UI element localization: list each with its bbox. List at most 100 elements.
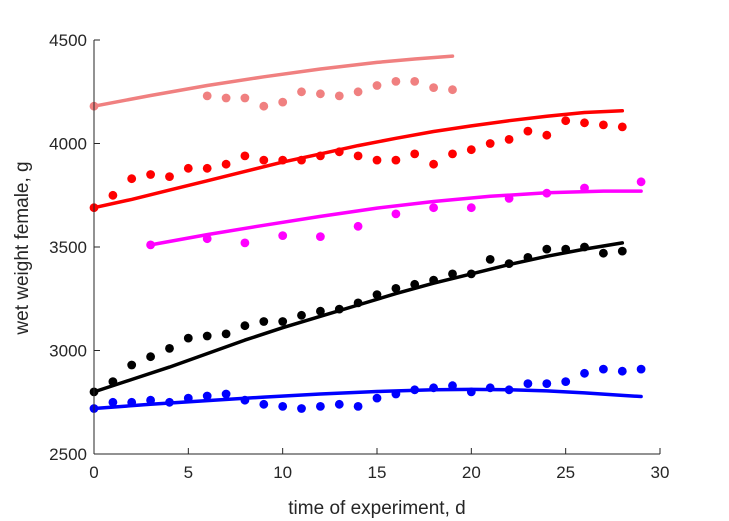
- data-point: [146, 352, 156, 362]
- data-point: [316, 306, 325, 316]
- data-point: [485, 383, 495, 393]
- y-tick-label: 3000: [49, 342, 87, 361]
- fit-line: [92, 54, 455, 108]
- data-point: [316, 89, 325, 99]
- data-point: [523, 379, 533, 388]
- data-point: [202, 163, 212, 173]
- data-point: [146, 395, 156, 405]
- data-point: [278, 231, 288, 241]
- data-point: [448, 381, 457, 391]
- data-point: [297, 155, 306, 165]
- plot-area: [89, 54, 646, 413]
- data-point: [259, 101, 269, 111]
- data-point: [617, 366, 627, 376]
- data-point: [202, 91, 212, 101]
- data-point: [429, 383, 438, 393]
- data-point: [580, 118, 589, 128]
- data-point: [259, 317, 269, 326]
- data-point: [221, 329, 231, 339]
- data-point: [316, 151, 325, 161]
- data-point: [183, 333, 193, 343]
- data-point: [221, 389, 231, 399]
- data-point: [466, 145, 476, 155]
- data-point: [391, 209, 401, 219]
- data-point: [127, 397, 137, 407]
- data-point: [429, 203, 438, 213]
- data-point: [259, 155, 269, 165]
- data-point: [410, 385, 420, 395]
- data-point: [504, 194, 514, 203]
- data-point: [353, 402, 363, 411]
- fit-line: [148, 189, 643, 247]
- data-point: [410, 77, 420, 86]
- data-point: [278, 317, 288, 326]
- data-point: [240, 151, 250, 161]
- data-point: [353, 298, 363, 308]
- data-point: [580, 368, 589, 378]
- fit-line: [92, 241, 625, 394]
- y-axis-label: wet weight female, g: [12, 161, 33, 335]
- x-axis-label: time of experiment, d: [288, 498, 465, 519]
- series-2: [146, 177, 646, 250]
- y-tick-label: 3500: [49, 238, 87, 257]
- data-point: [542, 188, 552, 198]
- data-point: [599, 364, 608, 374]
- data-point: [334, 304, 344, 314]
- data-point: [561, 244, 571, 254]
- x-tick-label: 5: [184, 463, 193, 482]
- data-point: [466, 269, 476, 279]
- data-point: [485, 255, 495, 264]
- data-point: [183, 163, 193, 173]
- data-point: [504, 385, 514, 395]
- data-point: [297, 310, 306, 320]
- data-point: [542, 244, 552, 254]
- data-point: [617, 246, 627, 256]
- data-point: [561, 116, 571, 126]
- data-point: [391, 77, 401, 86]
- data-point: [221, 159, 231, 169]
- x-tick-label: 20: [462, 463, 481, 482]
- data-point: [580, 183, 589, 193]
- data-point: [202, 391, 212, 401]
- data-point: [353, 151, 363, 161]
- data-point: [240, 321, 250, 331]
- data-point: [391, 155, 401, 165]
- data-point: [599, 248, 608, 258]
- data-point: [372, 81, 382, 90]
- x-tick-label: 0: [89, 463, 98, 482]
- x-tick-label: 10: [273, 463, 292, 482]
- data-point: [429, 83, 438, 92]
- data-point: [466, 387, 476, 397]
- y-tick-label: 4000: [49, 135, 87, 154]
- series-1: [89, 109, 627, 213]
- data-point: [127, 174, 137, 184]
- data-point: [523, 126, 533, 136]
- data-point: [485, 139, 495, 148]
- data-point: [636, 364, 646, 374]
- data-point: [183, 393, 193, 403]
- data-point: [165, 344, 174, 353]
- data-point: [165, 397, 174, 407]
- data-point: [636, 177, 646, 187]
- fit-line: [92, 109, 625, 210]
- data-point: [278, 155, 288, 165]
- axes: 0 5 10 15 20 25 30 2500 3000 3500 4000 4500: [49, 31, 669, 482]
- series-3: [89, 241, 627, 397]
- data-point: [372, 393, 382, 403]
- x-tick-label: 30: [651, 463, 670, 482]
- data-point: [108, 377, 118, 386]
- data-point: [334, 399, 344, 409]
- data-point: [599, 120, 608, 130]
- data-point: [108, 397, 118, 407]
- data-point: [429, 159, 438, 169]
- data-point: [202, 331, 212, 341]
- data-point: [165, 172, 174, 182]
- data-point: [542, 130, 552, 140]
- data-point: [297, 404, 306, 413]
- data-point: [504, 259, 514, 268]
- data-point: [448, 149, 457, 159]
- data-point: [523, 253, 533, 262]
- data-point: [466, 203, 476, 213]
- data-point: [353, 87, 363, 97]
